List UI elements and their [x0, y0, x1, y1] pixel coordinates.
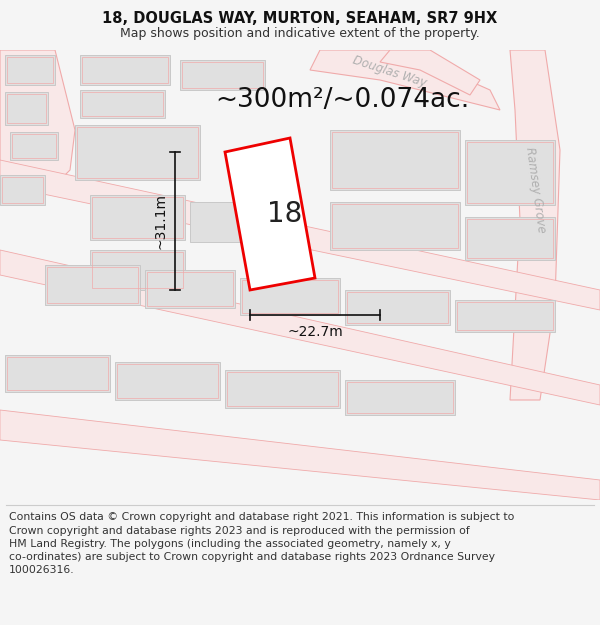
Polygon shape	[90, 195, 185, 240]
Polygon shape	[80, 90, 165, 118]
Polygon shape	[345, 290, 450, 325]
Polygon shape	[0, 175, 45, 205]
Text: ~300m²/~0.074ac.: ~300m²/~0.074ac.	[215, 87, 469, 113]
Polygon shape	[330, 130, 460, 190]
Polygon shape	[240, 278, 340, 315]
Text: 18, DOUGLAS WAY, MURTON, SEAHAM, SR7 9HX: 18, DOUGLAS WAY, MURTON, SEAHAM, SR7 9HX	[103, 11, 497, 26]
Polygon shape	[190, 202, 270, 242]
Polygon shape	[330, 202, 460, 250]
Polygon shape	[145, 270, 235, 308]
Text: ~22.7m: ~22.7m	[287, 325, 343, 339]
Text: Map shows position and indicative extent of the property.: Map shows position and indicative extent…	[120, 27, 480, 40]
Polygon shape	[380, 50, 480, 95]
Polygon shape	[75, 125, 200, 180]
Polygon shape	[0, 160, 600, 310]
Polygon shape	[90, 250, 185, 290]
Polygon shape	[455, 300, 555, 332]
Polygon shape	[80, 55, 170, 85]
Polygon shape	[0, 50, 75, 200]
Text: ~31.1m: ~31.1m	[153, 193, 167, 249]
Polygon shape	[45, 265, 140, 305]
Polygon shape	[225, 370, 340, 408]
Text: Ramsey Grove: Ramsey Grove	[523, 146, 547, 234]
Polygon shape	[180, 60, 265, 90]
Polygon shape	[310, 50, 500, 110]
Text: Contains OS data © Crown copyright and database right 2021. This information is : Contains OS data © Crown copyright and d…	[9, 512, 514, 575]
Polygon shape	[465, 217, 555, 260]
Polygon shape	[225, 138, 315, 290]
Polygon shape	[10, 132, 58, 160]
Polygon shape	[115, 362, 220, 400]
Text: 18: 18	[268, 201, 302, 229]
Polygon shape	[5, 55, 55, 85]
Polygon shape	[5, 355, 110, 392]
Polygon shape	[0, 250, 600, 405]
Polygon shape	[345, 380, 455, 415]
Polygon shape	[0, 410, 600, 500]
Polygon shape	[465, 140, 555, 205]
Polygon shape	[5, 92, 48, 125]
Text: Douglas Way: Douglas Way	[352, 54, 428, 90]
Polygon shape	[510, 50, 560, 400]
